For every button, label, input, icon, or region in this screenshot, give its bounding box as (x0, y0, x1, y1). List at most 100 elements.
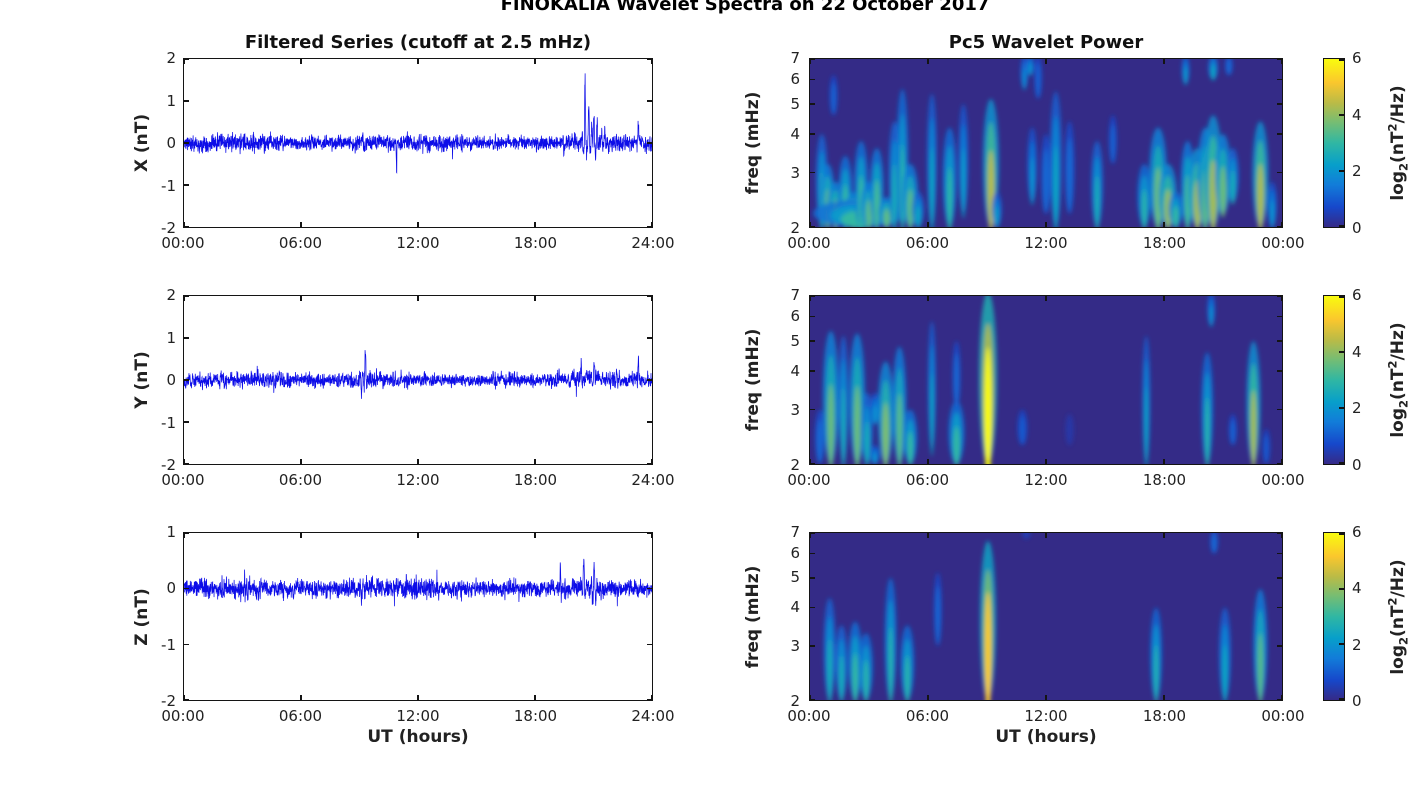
axis-tick (810, 606, 815, 609)
y-tick-label: 2 (166, 286, 176, 304)
axis-tick (810, 340, 815, 342)
axis-tick (810, 532, 815, 534)
series-plot-x (184, 73, 652, 174)
x-tick-label: 24:00 (631, 707, 675, 725)
colorbar-label-part: /Hz) (1388, 322, 1409, 361)
colorbar-tick (1339, 407, 1344, 409)
axis-tick (1277, 340, 1282, 342)
x-tick-label: 06:00 (278, 471, 323, 489)
axis-tick (1163, 533, 1165, 538)
y-tick-label: 7 (790, 49, 800, 67)
axis-tick (534, 695, 536, 700)
axis-tick (810, 315, 815, 318)
axis-tick (647, 421, 652, 423)
axis-tick (184, 532, 189, 534)
y-tick-label: 3 (790, 163, 800, 182)
y-tick-label: 2 (790, 456, 800, 474)
axis-tick (810, 295, 815, 297)
axis-tick (1277, 699, 1282, 701)
axis-tick (184, 643, 189, 646)
axis-tick (184, 379, 189, 381)
axis-tick (183, 695, 185, 700)
colorbar-label-part: 2 (1396, 636, 1411, 645)
axis-tick (300, 296, 302, 301)
x-tick-label: 18:00 (1142, 471, 1187, 489)
axis-tick (810, 645, 815, 647)
axis-tick (647, 463, 652, 465)
axis-tick (651, 59, 653, 64)
colorbar-label-part: log (1388, 407, 1409, 438)
colorbar-tick (1339, 698, 1344, 700)
axis-tick (810, 226, 815, 228)
axis-tick (810, 103, 815, 105)
freq-ylabel-z: freq (mHz) (743, 565, 763, 668)
axis-tick (183, 222, 185, 227)
axis-tick (647, 587, 652, 590)
colorbar-tick-label: 2 (1352, 399, 1362, 418)
axis-tick (810, 133, 815, 135)
axis-tick (184, 58, 189, 60)
colorbar-tick-label: 4 (1352, 105, 1362, 124)
axis-tick (810, 58, 815, 60)
timeseries-panel-z (183, 532, 653, 701)
y-tick-label: 7 (790, 286, 800, 304)
axis-tick (184, 421, 189, 423)
x-tick-label: 06:00 (278, 707, 323, 725)
timeseries-panel-x (183, 58, 653, 228)
axis-tick (1277, 645, 1282, 647)
axis-tick (810, 463, 815, 465)
x-tick-label: 18:00 (513, 471, 558, 489)
right-column-title: Pc5 Wavelet Power (948, 32, 1144, 53)
x-tick-label: 06:00 (905, 471, 950, 489)
axis-tick (1163, 459, 1165, 464)
colorbar-tick-label: 4 (1352, 342, 1362, 361)
x-tick-label: 12:00 (1024, 234, 1068, 252)
x-tick-label: 12:00 (396, 471, 440, 489)
axis-tick (1045, 533, 1047, 538)
x-tick-label: 12:00 (1024, 471, 1068, 489)
axis-tick (1277, 370, 1282, 372)
y-tick-label: 1 (166, 91, 176, 110)
wavelet-spectrogram-x (810, 59, 1282, 227)
figure-title: FINOKALIA Wavelet Spectra on 22 October … (500, 0, 990, 15)
axis-tick (184, 295, 189, 297)
axis-tick (184, 142, 189, 144)
colorbar-label-part: log (1388, 170, 1409, 201)
axis-tick (1045, 296, 1047, 301)
y-tick-label: 6 (790, 69, 800, 88)
axis-tick (647, 58, 652, 60)
x-tick-label: 00:00 (161, 471, 205, 489)
axis-tick (184, 100, 189, 102)
colorbar-label-y: log2(nT2/Hz) (1385, 322, 1410, 437)
x-tick-label: 24:00 (631, 471, 675, 489)
axis-tick (651, 533, 653, 538)
axis-tick (1277, 552, 1282, 555)
colorbar-label-part: (nT (1388, 368, 1409, 400)
axis-tick (651, 695, 653, 700)
x-tick-label: 06:00 (278, 234, 323, 252)
colorbar-tick (1339, 114, 1344, 116)
axis-tick (927, 222, 929, 227)
axis-tick (1045, 459, 1047, 464)
colorbar-label-part: 2 (1396, 162, 1411, 171)
wavelet-panel-z (809, 532, 1283, 701)
axis-tick (417, 533, 419, 538)
axis-tick (647, 699, 652, 701)
x-tick-label: 18:00 (513, 707, 558, 725)
axis-tick (300, 59, 302, 64)
axis-tick (1277, 606, 1282, 609)
axis-tick (417, 59, 419, 64)
y-tick-label: 1 (166, 523, 176, 541)
axis-tick (534, 296, 536, 301)
axis-tick (1281, 59, 1283, 64)
axis-tick (184, 337, 189, 339)
axis-tick (1163, 222, 1165, 227)
axis-tick (184, 463, 189, 465)
colorbar-z (1323, 532, 1345, 701)
left-column-title: Filtered Series (cutoff at 2.5 mHz) (244, 32, 592, 53)
colorbar-label-part: (nT (1388, 604, 1409, 637)
x-tick-label: 00:00 (1261, 234, 1305, 252)
axis-tick (1277, 577, 1282, 579)
y-tick-label: -2 (161, 456, 176, 474)
axis-tick (647, 643, 652, 646)
